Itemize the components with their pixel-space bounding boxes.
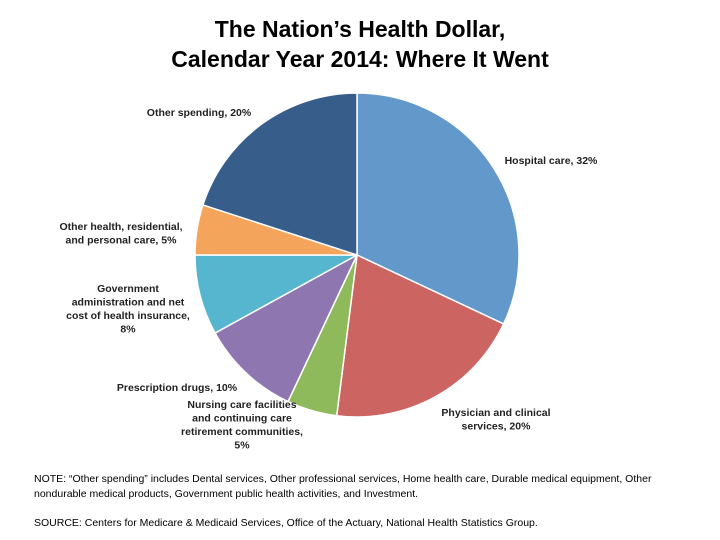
pie-slice-label-line: Government: [97, 283, 159, 295]
pie-slice-label-line: Prescription drugs, 10%: [117, 382, 238, 394]
pie-slice-7: [202, 92, 358, 256]
chart-note: NOTE: “Other spending” includes Dental s…: [34, 473, 652, 500]
chart-title: The Nation’s Health Dollar, Calendar Yea…: [0, 14, 720, 74]
pie-slice-1: [356, 92, 520, 325]
pie-slice-label-line: and continuing care: [192, 413, 292, 425]
pie-slice-label-6: Other health, residential, and personal c…: [59, 221, 182, 247]
pie-labels: Hospital care, 32% Physician and clinical…: [59, 107, 598, 452]
pie-slice-label-7: Other spending, 20%: [147, 107, 252, 119]
chart-title-line-1: The Nation’s Health Dollar,: [214, 16, 506, 42]
chart-source: SOURCE: Centers for Medicare & Medicaid …: [34, 517, 538, 529]
pie-slice-label-line: Nursing care facilities: [187, 399, 296, 411]
pie-slice-label-1: Hospital care, 32%: [505, 155, 598, 167]
pie-slice-label-line: Physician and clinical: [441, 407, 550, 419]
pie-chart: Hospital care, 32% Physician and clinical…: [59, 92, 598, 452]
pie-slice-label-4: Prescription drugs, 10%: [117, 382, 238, 394]
pie-slice-label-line: Other health, residential,: [59, 221, 182, 233]
pie-slice-4: [214, 254, 358, 403]
chart-title-line-2: Calendar Year 2014: Where It Went: [171, 46, 549, 72]
pie-slice-label-line: administration and net: [72, 297, 185, 309]
pie-slices: [194, 92, 520, 418]
pie-slice-label-line: 5%: [234, 440, 250, 452]
pie-slice-2: [335, 254, 505, 418]
pie-slice-label-line: Hospital care, 32%: [505, 155, 598, 167]
pie-slice-label-2: Physician and clinical services, 20%: [441, 407, 550, 433]
pie-slice-label-line: 8%: [120, 324, 136, 336]
pie-slice-label-3: Nursing care facilities and continuing ca…: [181, 399, 303, 452]
pie-slice-label-line: retirement communities,: [181, 426, 303, 438]
pie-slice-label-line: cost of health insurance,: [66, 310, 190, 322]
pie-slice-label-line: services, 20%: [462, 421, 532, 433]
pie-slice-label-line: and personal care, 5%: [66, 235, 178, 247]
pie-slice-label-5: Government administration and net cost of …: [66, 283, 190, 336]
pie-slice-label-line: Other spending, 20%: [147, 107, 252, 119]
